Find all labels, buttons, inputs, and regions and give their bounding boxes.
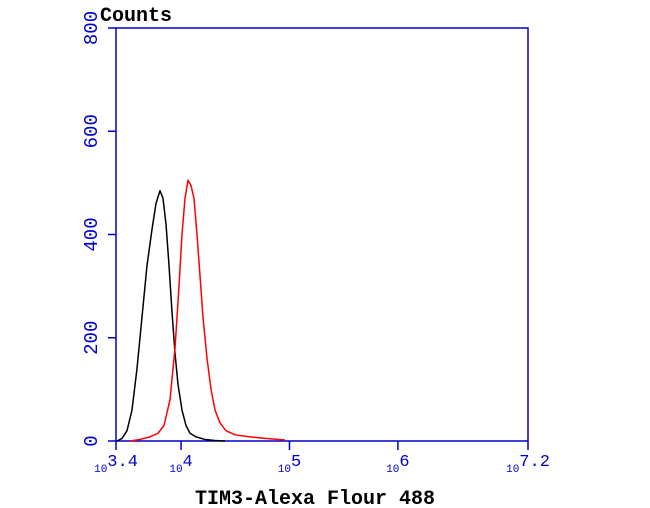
x-tick-base: 10: [278, 464, 291, 476]
x-tick-exponent: 4: [183, 453, 193, 472]
x-tick-base: 10: [506, 464, 519, 476]
y-tick-label: 600: [81, 114, 103, 148]
x-tick-exponent: 5: [291, 453, 301, 472]
x-tick-exponent: 3.4: [107, 453, 138, 472]
x-tick-label: 103.4: [94, 453, 138, 476]
series-line: [116, 189, 226, 442]
x-tick-base: 10: [386, 464, 399, 476]
chart-title: Counts: [100, 5, 172, 28]
y-tick-label: 200: [81, 321, 103, 355]
x-tick-base: 10: [169, 464, 182, 476]
x-tick-exponent: 6: [399, 453, 409, 472]
y-tick-label: 800: [81, 11, 103, 45]
x-tick-base: 10: [94, 464, 107, 476]
x-tick-label: 105: [278, 453, 301, 476]
x-axis-label: TIM3-Alexa Flour 488: [195, 488, 435, 508]
y-tick-label: 0: [81, 435, 103, 446]
series-line: [129, 179, 286, 442]
x-tick-label: 107.2: [506, 453, 550, 476]
x-tick-exponent: 7.2: [519, 453, 550, 472]
x-tick-label: 106: [386, 453, 409, 476]
y-tick-label: 400: [81, 217, 103, 251]
x-tick-label: 104: [169, 453, 192, 476]
